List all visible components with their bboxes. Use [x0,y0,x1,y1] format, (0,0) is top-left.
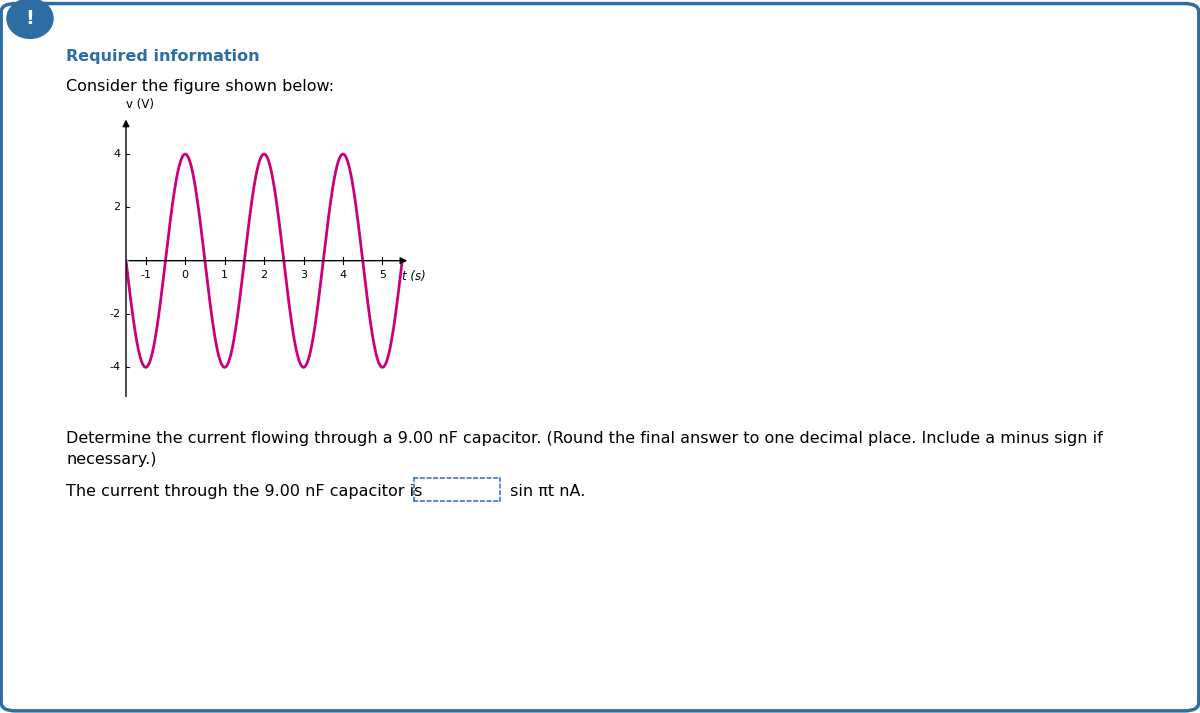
Text: 2: 2 [260,270,268,280]
Text: 0: 0 [181,270,188,280]
Text: 4: 4 [113,149,120,159]
Text: Determine the current flowing through a 9.00 nF capacitor. (Round the final answ: Determine the current flowing through a … [66,431,1103,467]
Text: 4: 4 [340,270,347,280]
Text: Consider the figure shown below:: Consider the figure shown below: [66,79,334,94]
Text: The current through the 9.00 nF capacitor is: The current through the 9.00 nF capacito… [66,483,422,498]
Text: -4: -4 [109,362,120,372]
Text: Required information: Required information [66,48,259,63]
Text: !: ! [25,9,35,28]
Text: 1: 1 [221,270,228,280]
Text: v (V): v (V) [126,98,154,111]
Text: -1: -1 [140,270,151,280]
Circle shape [7,0,53,39]
Text: 2: 2 [113,202,120,212]
Text: sin πt nA.: sin πt nA. [505,483,586,498]
Text: 5: 5 [379,270,386,280]
Text: 3: 3 [300,270,307,280]
Text: -2: -2 [109,309,120,319]
Text: t (s): t (s) [402,270,426,283]
